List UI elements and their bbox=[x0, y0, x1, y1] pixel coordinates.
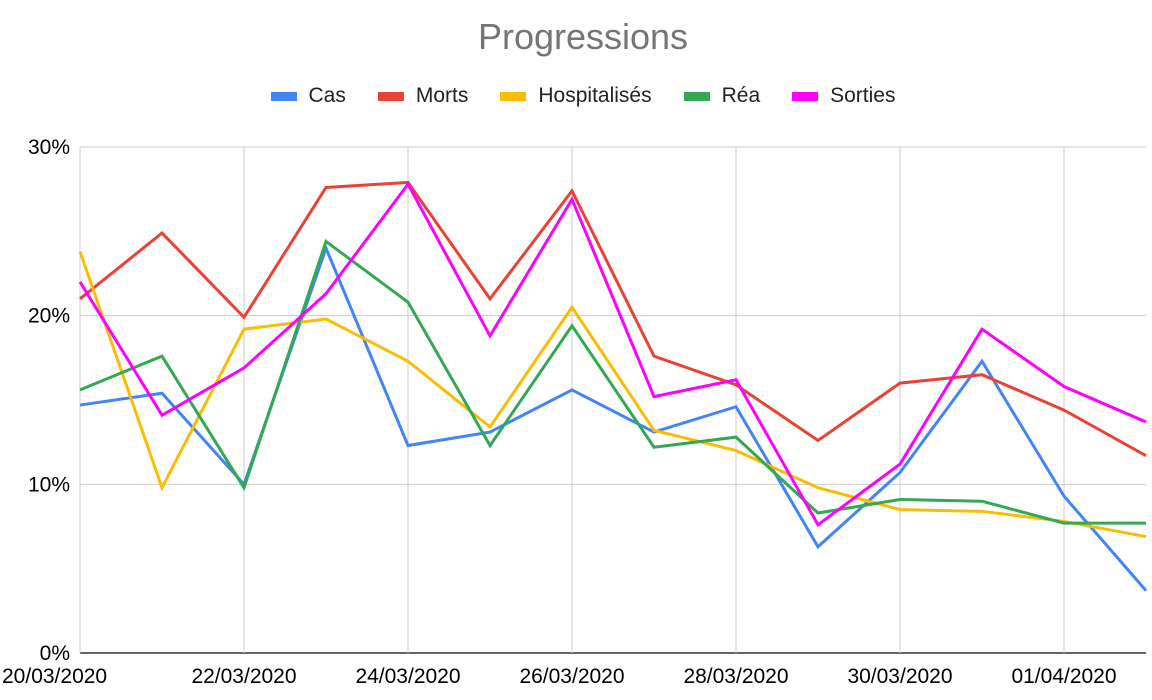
y-tick-label: 30% bbox=[28, 136, 70, 159]
x-tick-label: 20/03/2020 bbox=[2, 665, 107, 688]
legend-item: Hospitalisés bbox=[500, 84, 652, 108]
x-tick-label: 30/03/2020 bbox=[847, 665, 952, 688]
legend-item: Morts bbox=[377, 84, 469, 108]
legend-label: Réa bbox=[721, 84, 761, 107]
series-line-hospitalisés bbox=[78, 251, 1147, 539]
legend-swatch bbox=[500, 91, 527, 101]
series-line-sorties bbox=[78, 181, 1147, 528]
legend-item: Cas bbox=[270, 84, 346, 108]
chart-title: Progressions bbox=[477, 16, 689, 57]
legend-item: Sorties bbox=[792, 84, 895, 108]
legend-label: Hospitalisés bbox=[538, 84, 652, 107]
series-line-morts bbox=[79, 180, 1147, 457]
legend-swatch bbox=[683, 91, 710, 101]
legend-label: Sorties bbox=[830, 84, 896, 107]
x-tick-label: 01/04/2020 bbox=[1011, 665, 1116, 688]
y-tick-label: 10% bbox=[28, 473, 70, 496]
legend-item: Réa bbox=[683, 84, 761, 108]
legend-label: Cas bbox=[308, 84, 346, 107]
legend-label: Morts bbox=[415, 84, 469, 107]
legend: Cas Morts Hospitalisés Réa Sorties bbox=[0, 84, 1152, 108]
x-tick-label: 22/03/2020 bbox=[191, 665, 296, 688]
legend-swatch bbox=[270, 91, 297, 101]
legend-swatch bbox=[377, 91, 404, 101]
x-tick-label: 26/03/2020 bbox=[519, 665, 624, 688]
x-tick-label: 24/03/2020 bbox=[355, 665, 460, 688]
legend-swatch bbox=[792, 91, 819, 101]
series-line-réa bbox=[79, 239, 1146, 525]
y-tick-label: 0% bbox=[40, 642, 70, 665]
x-tick-label: 28/03/2020 bbox=[683, 665, 788, 688]
y-tick-label: 20% bbox=[28, 305, 70, 328]
